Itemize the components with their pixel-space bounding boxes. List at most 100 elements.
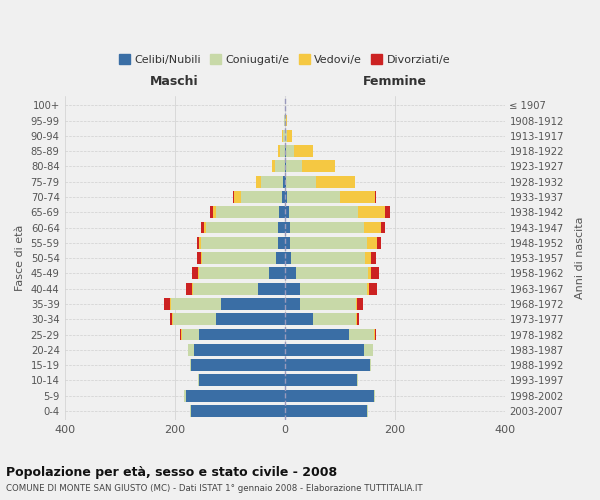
Bar [276, 252, 284, 264]
Bar [284, 176, 286, 188]
Bar [367, 237, 377, 249]
Bar [201, 252, 202, 264]
Bar [188, 344, 194, 356]
Bar [191, 359, 284, 371]
Bar [258, 282, 284, 294]
Bar [283, 176, 284, 188]
Bar [375, 191, 376, 203]
Bar [290, 222, 364, 234]
Bar [365, 252, 371, 264]
Bar [316, 176, 355, 188]
Bar [210, 206, 213, 218]
Bar [357, 374, 358, 386]
Bar [284, 191, 287, 203]
Bar [381, 222, 385, 234]
Text: Maschi: Maschi [150, 74, 199, 88]
Bar [197, 268, 199, 280]
Bar [286, 145, 294, 157]
Bar [358, 206, 385, 218]
Bar [368, 268, 371, 280]
Bar [256, 176, 262, 188]
Bar [374, 390, 375, 402]
Bar [300, 298, 356, 310]
Bar [302, 160, 335, 172]
Bar [289, 206, 358, 218]
Bar [356, 314, 359, 325]
Y-axis label: Anni di nascita: Anni di nascita [575, 217, 585, 300]
Bar [284, 160, 286, 172]
Bar [296, 268, 368, 280]
Bar [203, 222, 206, 234]
Bar [284, 237, 290, 249]
Bar [364, 344, 373, 356]
Bar [284, 145, 286, 157]
Y-axis label: Fasce di età: Fasce di età [15, 225, 25, 292]
Bar [221, 298, 284, 310]
Bar [284, 298, 300, 310]
Bar [262, 176, 283, 188]
Bar [233, 191, 234, 203]
Bar [349, 328, 374, 340]
Bar [278, 145, 280, 157]
Bar [234, 191, 241, 203]
Bar [192, 268, 197, 280]
Bar [173, 314, 216, 325]
Bar [375, 328, 376, 340]
Bar [370, 359, 371, 371]
Bar [284, 344, 364, 356]
Bar [284, 359, 370, 371]
Bar [371, 268, 379, 280]
Bar [286, 114, 287, 126]
Bar [300, 282, 367, 294]
Bar [199, 374, 284, 386]
Bar [290, 237, 367, 249]
Bar [202, 252, 276, 264]
Bar [282, 191, 284, 203]
Bar [199, 328, 284, 340]
Text: COMUNE DI MONTE SAN GIUSTO (MC) - Dati ISTAT 1° gennaio 2008 - Elaborazione TUTT: COMUNE DI MONTE SAN GIUSTO (MC) - Dati I… [6, 484, 422, 493]
Bar [269, 268, 284, 280]
Bar [185, 390, 284, 402]
Bar [280, 145, 284, 157]
Bar [284, 314, 313, 325]
Bar [284, 222, 290, 234]
Bar [197, 252, 201, 264]
Bar [356, 298, 357, 310]
Bar [278, 237, 284, 249]
Bar [284, 374, 357, 386]
Bar [191, 405, 284, 417]
Bar [241, 191, 282, 203]
Bar [194, 344, 284, 356]
Bar [184, 390, 185, 402]
Bar [275, 160, 284, 172]
Bar [198, 374, 199, 386]
Bar [185, 282, 192, 294]
Bar [284, 252, 291, 264]
Bar [278, 222, 284, 234]
Bar [367, 405, 368, 417]
Bar [340, 191, 375, 203]
Bar [213, 206, 216, 218]
Bar [284, 268, 296, 280]
Bar [180, 328, 181, 340]
Bar [284, 130, 287, 142]
Bar [313, 314, 356, 325]
Bar [284, 390, 374, 402]
Bar [283, 130, 284, 142]
Bar [284, 282, 300, 294]
Bar [201, 222, 203, 234]
Bar [287, 191, 340, 203]
Bar [284, 405, 367, 417]
Bar [216, 314, 284, 325]
Legend: Celibi/Nubili, Coniugati/e, Vedovi/e, Divorziati/e: Celibi/Nubili, Coniugati/e, Vedovi/e, Di… [115, 50, 454, 70]
Bar [170, 298, 221, 310]
Bar [364, 222, 381, 234]
Bar [199, 268, 269, 280]
Bar [371, 252, 376, 264]
Bar [286, 176, 316, 188]
Bar [279, 206, 284, 218]
Bar [199, 237, 201, 249]
Bar [287, 130, 292, 142]
Bar [190, 359, 191, 371]
Bar [197, 237, 199, 249]
